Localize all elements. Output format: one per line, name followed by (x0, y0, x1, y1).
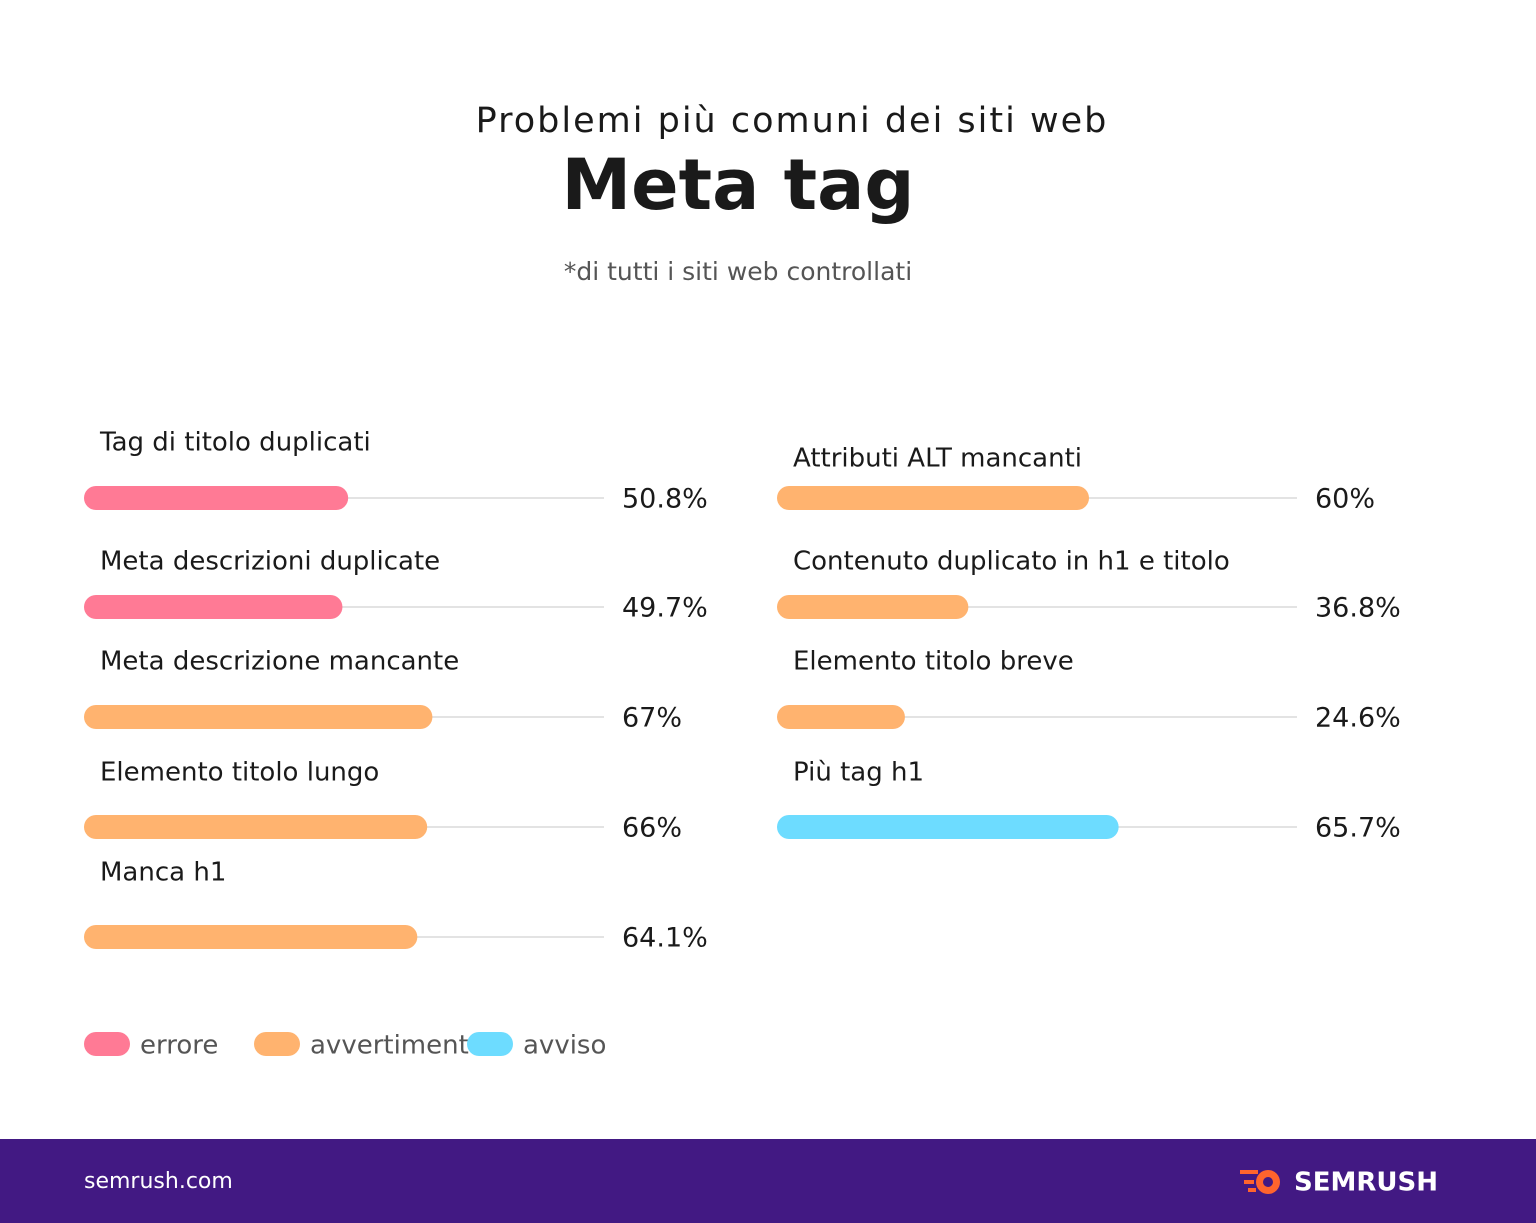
category-label: Elemento titolo breve (793, 647, 1074, 677)
category-label: Meta descrizioni duplicate (100, 547, 440, 577)
value-label: 66% (622, 813, 682, 844)
legend-label: avviso (523, 1031, 606, 1061)
bar (777, 595, 969, 619)
footer-site: semrush.com (84, 1169, 233, 1194)
bar (84, 595, 343, 619)
chart-title: Meta tag (561, 144, 914, 226)
category-label: Elemento titolo lungo (100, 758, 379, 788)
bar (777, 705, 905, 729)
value-label: 64.1% (622, 923, 708, 954)
brand-logo (1240, 1170, 1280, 1194)
value-label: 24.6% (1315, 703, 1401, 734)
category-label: Manca h1 (100, 858, 226, 888)
bar (777, 815, 1119, 839)
bar (84, 925, 418, 949)
value-label: 65.7% (1315, 813, 1401, 844)
legend-swatch (84, 1032, 130, 1056)
bar (84, 486, 349, 510)
value-label: 67% (622, 703, 682, 734)
legend-swatch (467, 1032, 513, 1056)
value-label: 36.8% (1315, 593, 1401, 624)
value-label: 60% (1315, 484, 1375, 515)
value-label: 50.8% (622, 484, 708, 515)
category-label: Meta descrizione mancante (100, 647, 459, 677)
footer-bar (0, 1139, 1536, 1223)
footer-brand: SEMRUSH (1294, 1168, 1438, 1198)
bar (777, 486, 1089, 510)
value-label: 49.7% (622, 593, 708, 624)
supertitle: Problemi più comuni dei siti web (476, 101, 1109, 141)
bar (84, 815, 428, 839)
category-label: Più tag h1 (793, 758, 924, 788)
bar (84, 705, 433, 729)
legend-label: avvertimento (310, 1031, 485, 1061)
category-label: Attributi ALT mancanti (793, 444, 1082, 474)
subtitle: *di tutti i siti web controllati (564, 257, 912, 286)
category-label: Tag di titolo duplicati (99, 428, 371, 458)
legend-swatch (254, 1032, 300, 1056)
category-label: Contenuto duplicato in h1 e titolo (793, 547, 1230, 577)
legend-label: errore (140, 1031, 218, 1061)
